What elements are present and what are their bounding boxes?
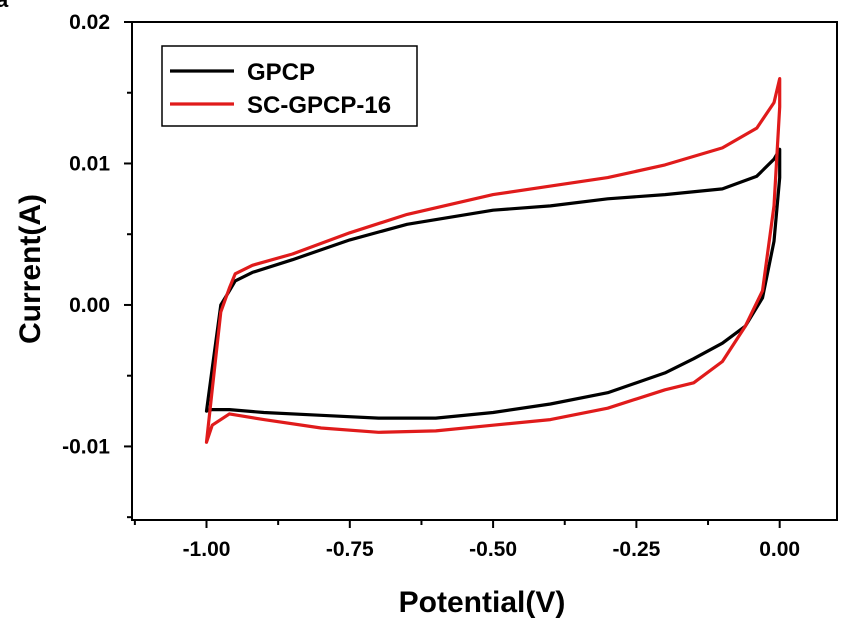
x-tick-label: 0.00	[759, 538, 800, 561]
plot-border	[131, 21, 838, 521]
y-tick-label: -0.01	[62, 435, 110, 458]
legend-label: GPCP	[247, 59, 315, 86]
y-tick-label: 0.01	[69, 152, 110, 175]
legend-box	[161, 45, 418, 127]
legend: GPCP SC-GPCP-16	[161, 45, 418, 127]
x-axis: -1.00 -0.75 -0.50 -0.25 0.00	[133, 520, 800, 561]
y-axis: -0.01 0.00 0.01 0.02	[62, 11, 132, 519]
y-axis-title: Current(A)	[14, 194, 47, 344]
panel-label: a	[0, 0, 9, 12]
x-tick-label: -1.00	[183, 538, 231, 561]
y-tick-label: 0.02	[69, 11, 110, 34]
series-layer	[204, 76, 782, 444]
x-tick-label: -0.75	[326, 538, 374, 561]
x-tick-label: -0.50	[469, 538, 517, 561]
plot-area	[131, 21, 838, 521]
legend-label: SC-GPCP-16	[247, 92, 391, 119]
y-tick-label: 0.00	[69, 294, 110, 317]
series-line-0	[204, 147, 782, 420]
series-line-1	[204, 76, 782, 444]
x-axis-title: Potential(V)	[399, 586, 566, 619]
x-tick-label: -0.25	[612, 538, 660, 561]
